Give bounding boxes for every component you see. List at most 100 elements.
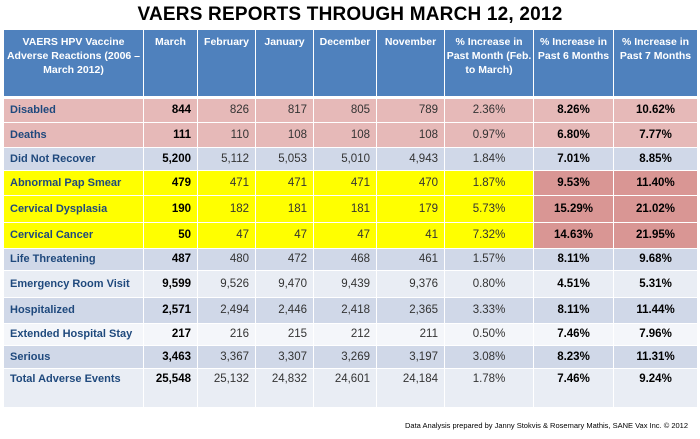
table-cell: 472 [255,248,314,271]
table-cell: 3.33% [444,297,534,324]
table-cell: 3,367 [197,345,256,369]
table-cell: 479 [143,170,198,196]
row-label: Emergency Room Visit [3,270,144,298]
table-cell: 789 [376,97,445,123]
row-label: Did Not Recover [3,147,144,171]
table-cell: 8.11% [533,297,614,324]
table-cell: 0.50% [444,323,534,346]
table-cell: 8.26% [533,97,614,123]
table-cell: 805 [313,97,377,123]
column-header: % Increase in Past 7 Months [613,30,698,99]
table-cell: 9.24% [613,368,698,408]
table-row: Hospitalized 2,571 2,494 2,446 2,418 2,365 3.3… [3,297,698,324]
table-cell: 8.11% [533,248,614,271]
table-cell: 41 [376,222,445,249]
table-row: Cervical Cancer 50 47 47 47 41 7.32% 14.63% 21.9… [3,222,698,249]
table-cell: 7.32% [444,222,534,249]
table-cell: 10.62% [613,97,698,123]
table-cell: 9,376 [376,270,445,298]
table-cell: 21.02% [613,195,698,223]
vaers-table: VAERS HPV Vaccine Adverse Reactions (200… [3,30,698,408]
table-row: Serious 3,463 3,367 3,307 3,269 3,197 3.08% 8.2… [3,345,698,369]
column-header: March [143,30,198,99]
table-cell: 461 [376,248,445,271]
table-cell: 9,439 [313,270,377,298]
table-cell: 5,200 [143,147,198,171]
column-header: VAERS HPV Vaccine Adverse Reactions (200… [3,30,144,99]
table-cell: 844 [143,97,198,123]
table-cell: 1.87% [444,170,534,196]
table-cell: 5.73% [444,195,534,223]
table-cell: 111 [143,122,198,148]
column-header: February [197,30,256,99]
table-cell: 108 [255,122,314,148]
row-label: Extended Hospital Stay [3,323,144,346]
column-header: % Increase in Past 6 Months [533,30,614,99]
table-cell: 7.77% [613,122,698,148]
table-cell: 24,184 [376,368,445,408]
table-cell: 9.53% [533,170,614,196]
row-label: Abnormal Pap Smear [3,170,144,196]
table-cell: 11.31% [613,345,698,369]
page-title: VAERS REPORTS THROUGH MARCH 12, 2012 [137,4,563,25]
table-cell: 3,197 [376,345,445,369]
table-cell: 4,943 [376,147,445,171]
table-cell: 9,526 [197,270,256,298]
column-header: % Increase in Past Month (Feb. to March) [444,30,534,99]
table-cell: 182 [197,195,256,223]
row-label: Cervical Cancer [3,222,144,249]
table-cell: 217 [143,323,198,346]
table-cell: 9.68% [613,248,698,271]
row-label: Total Adverse Events [3,368,144,408]
table-cell: 108 [376,122,445,148]
table-cell: 7.01% [533,147,614,171]
table-cell: 7.46% [533,323,614,346]
table-cell: 47 [313,222,377,249]
table-cell: 0.80% [444,270,534,298]
table-cell: 480 [197,248,256,271]
row-label: Cervical Dysplasia [3,195,144,223]
table-cell: 3,463 [143,345,198,369]
table-cell: 181 [255,195,314,223]
table-cell: 817 [255,97,314,123]
table-cell: 25,132 [197,368,256,408]
table-cell: 2,494 [197,297,256,324]
table-cell: 8.23% [533,345,614,369]
table-cell: 15.29% [533,195,614,223]
column-header: November [376,30,445,99]
table-cell: 5,112 [197,147,256,171]
table-row: Total Adverse Events 25,548 25,132 24,832 24… [3,368,698,408]
table-cell: 7.46% [533,368,614,408]
table-row: Disabled 844 826 817 805 789 2.36% 8.26% 10.62% [3,97,698,123]
table-row: Emergency Room Visit 9,599 9,526 9,470 9,439… [3,270,698,298]
table-row: Abnormal Pap Smear 479 471 471 471 470 1.87% 9.… [3,170,698,196]
table-cell: 6.80% [533,122,614,148]
table-cell: 24,601 [313,368,377,408]
table-row: Life Threatening 487 480 472 468 461 1.57% 8.11… [3,248,698,271]
table-cell: 47 [255,222,314,249]
header-row: VAERS HPV Vaccine Adverse Reactions (200… [3,30,698,99]
table-cell: 2,365 [376,297,445,324]
table-cell: 50 [143,222,198,249]
table-cell: 1.57% [444,248,534,271]
table-cell: 471 [197,170,256,196]
row-label: Hospitalized [3,297,144,324]
table-cell: 212 [313,323,377,346]
row-label: Disabled [3,97,144,123]
table-cell: 7.96% [613,323,698,346]
table-cell: 1.84% [444,147,534,171]
table-cell: 4.51% [533,270,614,298]
table-cell: 11.40% [613,170,698,196]
table-cell: 110 [197,122,256,148]
row-label: Serious [3,345,144,369]
table-cell: 11.44% [613,297,698,324]
table-cell: 211 [376,323,445,346]
table-cell: 471 [313,170,377,196]
table-cell: 2,571 [143,297,198,324]
table-cell: 14.63% [533,222,614,249]
table-cell: 9,599 [143,270,198,298]
table-cell: 108 [313,122,377,148]
table-cell: 487 [143,248,198,271]
table-cell: 468 [313,248,377,271]
table-cell: 216 [197,323,256,346]
